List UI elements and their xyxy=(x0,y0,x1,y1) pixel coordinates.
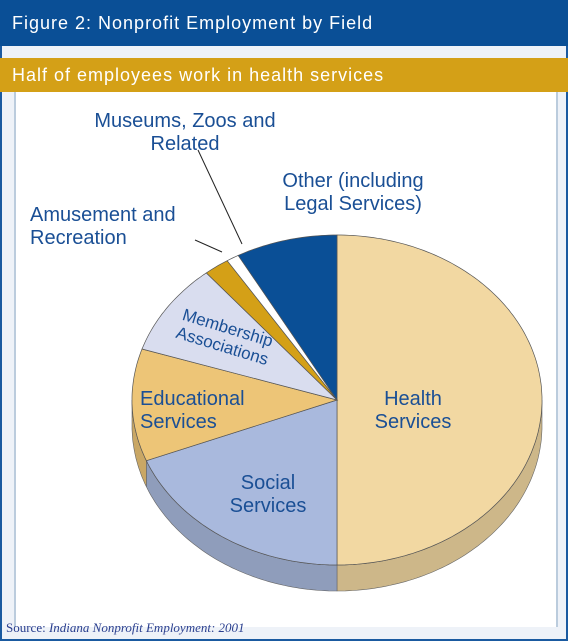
slice xyxy=(336,234,543,566)
slice xyxy=(205,260,338,401)
slice xyxy=(145,399,338,566)
leader-line xyxy=(194,239,223,253)
slice-label: Social Services xyxy=(229,472,307,517)
slice-label: Amusement and Recreation xyxy=(30,204,176,249)
slice xyxy=(237,234,338,402)
slice xyxy=(131,348,339,462)
leader-line xyxy=(197,149,243,245)
subtitle: Half of employees work in health service… xyxy=(0,58,568,92)
source: Source: Indiana Nonprofit Employment: 20… xyxy=(6,620,245,636)
slice-label: Other (including Legal Services) xyxy=(282,170,424,215)
slice xyxy=(141,272,339,401)
source-prefix: Source: xyxy=(6,620,46,635)
title: Figure 2: Nonprofit Employment by Field xyxy=(0,0,568,46)
source-title: Indiana Nonprofit Employment: 2001 xyxy=(48,620,245,635)
slice-label: Health Services xyxy=(374,388,452,433)
slice-label: Museums, Zoos and Related xyxy=(94,110,276,155)
slice-label: Educational Services xyxy=(140,388,245,433)
